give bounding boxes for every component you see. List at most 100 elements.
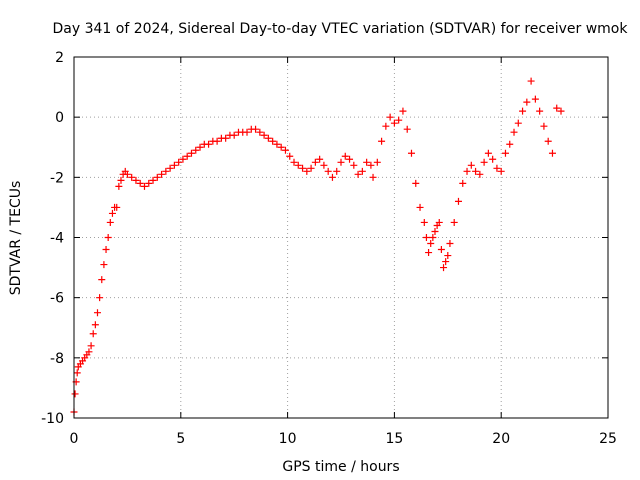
chart-title: Day 341 of 2024, Sidereal Day-to-day VTE… — [53, 21, 629, 37]
data-point — [71, 390, 79, 398]
data-point — [213, 137, 221, 145]
data-point — [523, 98, 531, 106]
series-wmok — [70, 77, 565, 416]
data-point — [354, 170, 362, 178]
data-point — [102, 246, 110, 254]
data-point — [277, 143, 285, 151]
x-tick-label: 0 — [70, 431, 79, 447]
y-tick-label: 0 — [55, 110, 64, 126]
x-tick-label: 5 — [176, 431, 185, 447]
data-point — [454, 197, 462, 205]
data-point — [367, 161, 375, 169]
data-point — [527, 77, 535, 85]
y-axis-label: SDTVAR / TECUs — [8, 181, 24, 296]
x-tick-label: 20 — [492, 431, 510, 447]
data-point — [510, 128, 518, 136]
data-point — [493, 164, 501, 172]
data-point — [149, 176, 157, 184]
data-point — [450, 218, 458, 226]
data-point — [307, 164, 315, 172]
data-point — [333, 167, 341, 175]
data-point — [514, 119, 522, 127]
data-point — [140, 182, 148, 190]
data-point — [476, 170, 484, 178]
data-point — [230, 131, 238, 139]
data-point — [548, 149, 556, 157]
data-point — [358, 167, 366, 175]
data-point — [480, 158, 488, 166]
data-point — [435, 218, 443, 226]
data-point — [431, 227, 439, 235]
data-point — [531, 95, 539, 103]
data-point — [442, 258, 450, 266]
data-point — [243, 128, 251, 136]
data-point — [553, 104, 561, 112]
data-point — [346, 155, 354, 163]
data-point — [467, 161, 475, 169]
data-point — [440, 264, 448, 272]
data-point — [286, 152, 294, 160]
data-point — [187, 149, 195, 157]
data-point — [123, 170, 131, 178]
data-point — [158, 170, 166, 178]
data-point — [446, 240, 454, 248]
data-point — [386, 113, 394, 121]
data-point — [117, 176, 125, 184]
data-point — [175, 158, 183, 166]
data-point — [170, 161, 178, 169]
data-point — [179, 155, 187, 163]
data-point — [557, 107, 565, 115]
data-point — [108, 209, 116, 217]
data-point — [290, 158, 298, 166]
data-point — [85, 348, 93, 356]
data-point — [328, 173, 336, 181]
data-point — [501, 149, 509, 157]
data-point — [425, 249, 433, 257]
data-point — [422, 234, 430, 241]
data-point — [106, 218, 114, 226]
data-point — [382, 122, 390, 130]
data-point — [324, 167, 332, 175]
data-point — [484, 149, 492, 157]
x-tick-label: 10 — [279, 431, 297, 447]
data-point — [378, 137, 386, 145]
y-tick-label: -6 — [50, 291, 64, 307]
data-point — [98, 276, 106, 284]
data-point — [166, 164, 174, 172]
data-point — [196, 143, 204, 151]
ticks-layer: 0 5 10 15 20 25 -10 -8 -6 -4 -2 0 2 — [41, 50, 617, 447]
data-point — [205, 140, 213, 148]
x-tick-label: 15 — [385, 431, 403, 447]
data-point — [463, 167, 471, 175]
data-point — [132, 176, 140, 184]
data-marks — [70, 77, 565, 416]
y-tick-label: -2 — [50, 170, 64, 186]
data-point — [444, 252, 452, 260]
data-point — [113, 203, 121, 211]
data-point — [416, 203, 424, 211]
data-point — [363, 158, 371, 166]
data-point — [429, 234, 437, 241]
data-point — [294, 161, 302, 169]
data-point — [256, 128, 264, 136]
x-tick-label: 25 — [599, 431, 617, 447]
y-tick-label: -8 — [50, 351, 64, 367]
data-point — [96, 294, 104, 302]
data-point — [519, 107, 527, 115]
data-point — [145, 179, 153, 187]
data-point — [73, 369, 81, 377]
data-point — [472, 167, 480, 175]
data-point — [299, 164, 307, 172]
y-tick-label: 2 — [55, 50, 64, 66]
data-point — [506, 140, 514, 148]
data-point — [93, 309, 101, 317]
data-point — [100, 261, 108, 269]
data-point — [407, 149, 415, 157]
data-point — [260, 131, 268, 139]
data-point — [104, 234, 112, 241]
data-point — [459, 179, 467, 187]
data-point — [89, 330, 97, 338]
data-point — [395, 116, 403, 124]
data-point — [87, 342, 95, 350]
